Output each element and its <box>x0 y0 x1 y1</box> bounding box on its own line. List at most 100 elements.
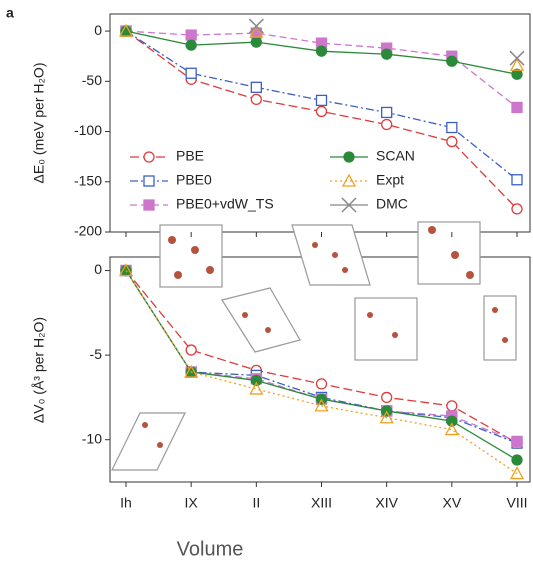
marker <box>315 94 328 107</box>
legend-marker <box>143 151 155 163</box>
crystal-image <box>221 287 301 353</box>
legend-label: PBE <box>176 148 204 164</box>
atom <box>451 251 459 259</box>
atom <box>142 422 148 428</box>
marker <box>509 466 525 480</box>
marker <box>381 391 393 404</box>
x-tick-label: Ih <box>120 495 132 511</box>
marker <box>315 378 328 390</box>
top-y-label: ΔE₀ (meV per H₂O) <box>31 63 47 184</box>
marker <box>250 81 262 93</box>
x-tick-label: XV <box>442 495 461 511</box>
x-tick-label: XIV <box>375 495 398 511</box>
marker <box>250 374 262 387</box>
atom <box>342 267 348 273</box>
marker <box>250 93 262 106</box>
legend-label: PBE0 <box>176 172 212 188</box>
marker <box>511 435 523 448</box>
atom <box>332 252 338 258</box>
y-tick-label: -50 <box>82 72 102 88</box>
legend-label: DMC <box>376 196 408 212</box>
atom <box>168 236 176 244</box>
atom <box>492 307 498 313</box>
atom <box>157 442 163 448</box>
crystal-image <box>354 297 418 361</box>
marker <box>511 101 523 114</box>
panel-label: a <box>6 5 14 21</box>
marker <box>249 24 264 38</box>
marker <box>509 50 525 66</box>
series-line <box>125 270 518 461</box>
x-tick-label: IX <box>185 495 199 511</box>
marker <box>250 36 262 48</box>
legend-marker <box>341 173 357 187</box>
atom <box>466 271 474 279</box>
legend-marker <box>143 175 155 187</box>
marker <box>446 55 458 67</box>
legend-label: SCAN <box>376 148 415 164</box>
crystal-image <box>291 224 371 286</box>
legend-marker <box>143 199 155 211</box>
crystal-image <box>111 412 186 471</box>
atom <box>242 312 248 318</box>
marker <box>446 121 458 134</box>
marker <box>446 415 458 427</box>
atom <box>428 226 436 234</box>
series-line <box>125 270 518 444</box>
marker <box>184 364 199 378</box>
series-line <box>125 270 518 443</box>
marker <box>185 344 197 356</box>
atom <box>502 337 508 343</box>
marker <box>509 57 525 71</box>
y-tick-label: -100 <box>74 122 102 138</box>
atom <box>191 246 199 254</box>
legend-marker <box>341 197 357 213</box>
atom <box>367 312 373 318</box>
marker <box>511 174 523 186</box>
y-tick-label: -200 <box>74 223 102 239</box>
series-line <box>125 270 518 475</box>
marker <box>511 454 523 466</box>
marker <box>249 381 264 395</box>
x-label: Volume <box>177 538 244 560</box>
legend-marker <box>343 151 355 163</box>
atom <box>174 271 182 279</box>
atom <box>312 242 318 248</box>
atom <box>392 332 398 338</box>
marker <box>118 263 134 277</box>
marker <box>444 422 459 436</box>
y-tick-label: 0 <box>94 261 102 277</box>
bottom-y-label: ΔV₀ (Å³ per H₂O) <box>31 317 47 423</box>
crystal-image <box>483 295 517 361</box>
x-tick-label: II <box>252 495 260 511</box>
y-tick-label: -5 <box>90 346 103 362</box>
marker <box>185 39 197 51</box>
marker <box>315 45 328 57</box>
marker <box>185 29 197 41</box>
marker <box>511 68 523 80</box>
legend-label: Expt <box>376 172 404 188</box>
marker <box>379 410 394 424</box>
x-tick-label: VIII <box>506 495 527 511</box>
atom <box>206 266 214 274</box>
marker <box>381 118 393 131</box>
marker <box>118 23 134 37</box>
marker <box>314 398 329 412</box>
legend-label: PBE0+vdW_TS <box>176 196 274 212</box>
y-tick-label: -10 <box>82 430 102 446</box>
marker <box>446 135 458 148</box>
structure-images <box>111 221 517 471</box>
y-tick-label: -150 <box>74 172 102 188</box>
atom <box>265 327 271 333</box>
bottom-frame <box>109 256 531 483</box>
x-tick-label: XIII <box>311 495 332 511</box>
marker <box>185 67 197 79</box>
marker <box>315 105 328 118</box>
marker <box>381 106 393 119</box>
marker <box>511 203 523 215</box>
marker <box>248 18 264 34</box>
marker <box>446 400 458 412</box>
marker <box>381 48 393 60</box>
series-line <box>125 270 518 444</box>
